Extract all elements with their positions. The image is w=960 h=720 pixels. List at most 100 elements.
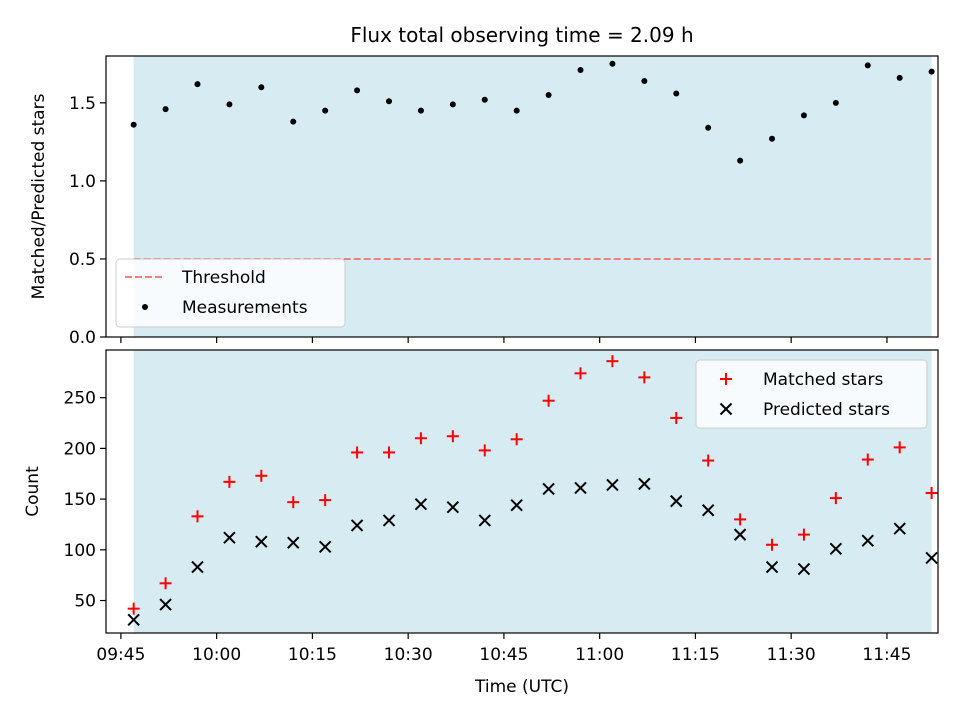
matched-star-point: [446, 430, 459, 443]
matched-stars-points: [127, 355, 938, 615]
measurement-point: [481, 96, 488, 103]
predicted-star-point: [829, 542, 843, 556]
y-tick-label: 50: [74, 592, 96, 612]
ratio-y-ticks: 0.0 0.5 1.0 1.5: [69, 94, 106, 348]
measurement-point: [800, 112, 807, 119]
matched-star-point: [351, 446, 364, 459]
matched-star-point: [383, 446, 396, 459]
predicted-star-point: [574, 481, 587, 495]
measurement-point: [162, 106, 169, 113]
count-x-ticks: 09:45 10:00 10:15 10:30 10:45 11:00 11:15 11:30…: [96, 633, 911, 665]
predicted-star-point: [765, 560, 779, 574]
matched-star-point: [191, 510, 204, 523]
measurement-point: [896, 74, 903, 81]
matched-star-point: [414, 432, 427, 445]
predicted-star-point: [350, 519, 364, 532]
ratio-x-ticks: [120, 337, 888, 343]
x-tick-label: 10:15: [288, 645, 337, 665]
measurement-point: [609, 60, 616, 67]
measurement-point: [769, 135, 776, 142]
measurement-point: [928, 68, 935, 75]
y-tick-label: 0.0: [69, 328, 96, 348]
predicted-star-point: [733, 528, 747, 541]
legend-measurements-swatch: [142, 304, 148, 310]
predicted-star-point: [414, 497, 428, 511]
x-axis-label: Time (UTC): [474, 677, 569, 697]
y-tick-label: 1.5: [69, 94, 96, 114]
predicted-star-point: [255, 535, 268, 548]
predicted-star-point: [925, 551, 938, 565]
legend-predicted-label: Predicted stars: [763, 400, 890, 420]
matched-star-point: [127, 602, 140, 615]
ratio-panel: 0.0 0.5 1.0 1.5 Matched/Predicted stars Thr…: [29, 55, 939, 348]
legend-x-marker: [719, 402, 733, 416]
matched-star-point: [829, 492, 842, 505]
predicted-star-point: [638, 477, 651, 491]
legend-matched-label: Matched stars: [763, 370, 883, 390]
measurement-point: [354, 87, 361, 94]
y-tick-label: 200: [64, 439, 96, 459]
predicted-star-point: [701, 504, 715, 517]
legend-plus-marker: [720, 373, 732, 385]
measurement-point: [737, 157, 744, 164]
predicted-star-point: [127, 613, 140, 627]
y-tick-label: 0.5: [69, 250, 96, 270]
y-tick-label: 1.0: [69, 172, 96, 192]
predicted-star-point: [670, 494, 683, 508]
predicted-star-point: [797, 562, 811, 576]
matched-star-point: [319, 494, 332, 507]
predicted-star-point: [159, 598, 172, 611]
matched-star-point: [606, 355, 619, 368]
matched-star-point: [574, 367, 587, 380]
measurement-point: [705, 124, 712, 131]
y-tick-label: 250: [64, 389, 96, 409]
matched-star-point: [893, 441, 906, 454]
measurement-point: [226, 101, 233, 108]
x-tick-label: 11:30: [767, 645, 816, 665]
matched-star-point: [702, 454, 715, 467]
count-legend: Matched stars Predicted stars: [695, 359, 928, 429]
legend-predicted-swatch: [719, 402, 733, 416]
ratio-legend: Threshold Measurements: [115, 258, 346, 328]
count-y-ticks: 50 100 150 200 250: [64, 389, 106, 612]
matched-star-point: [638, 371, 651, 384]
x-tick-label: 10:45: [479, 645, 528, 665]
predicted-star-point: [223, 531, 236, 544]
matched-star-point: [925, 487, 938, 500]
measurement-point: [322, 107, 329, 114]
measurement-point: [832, 99, 839, 106]
x-tick-label: 10:30: [384, 645, 433, 665]
legend-threshold-label: Threshold: [181, 268, 266, 288]
predicted-stars-points: [127, 477, 938, 627]
predicted-star-point: [606, 478, 619, 492]
measurement-point: [258, 84, 265, 91]
predicted-star-point: [446, 501, 460, 514]
matched-star-point: [542, 394, 555, 407]
predicted-star-point: [510, 498, 523, 512]
count-legend-box: [695, 359, 928, 429]
predicted-star-point: [382, 514, 396, 527]
legend-measurements-label: Measurements: [182, 298, 308, 318]
measurement-point: [545, 92, 552, 99]
x-tick-label: 11:15: [671, 645, 720, 665]
measurement-points: [130, 60, 935, 164]
matched-star-point: [255, 469, 268, 482]
measurement-point: [130, 121, 137, 128]
matched-star-point: [766, 538, 779, 551]
matched-star-point: [797, 528, 810, 541]
matched-star-point: [510, 433, 523, 446]
predicted-star-point: [861, 534, 874, 547]
measurement-point: [577, 67, 584, 74]
x-tick-label: 11:00: [575, 645, 624, 665]
x-tick-label: 09:45: [96, 645, 145, 665]
legend-matched-swatch: [720, 373, 732, 385]
matched-star-point: [670, 411, 683, 424]
measurement-point: [417, 107, 424, 114]
matched-star-point: [734, 513, 747, 526]
predicted-star-point: [318, 540, 332, 553]
measurement-point: [449, 101, 456, 108]
ratio-y-axis-label: Matched/Predicted stars: [29, 93, 49, 299]
figure-title: Flux total observing time = 2.09 h: [350, 23, 693, 47]
predicted-star-point: [191, 560, 204, 574]
